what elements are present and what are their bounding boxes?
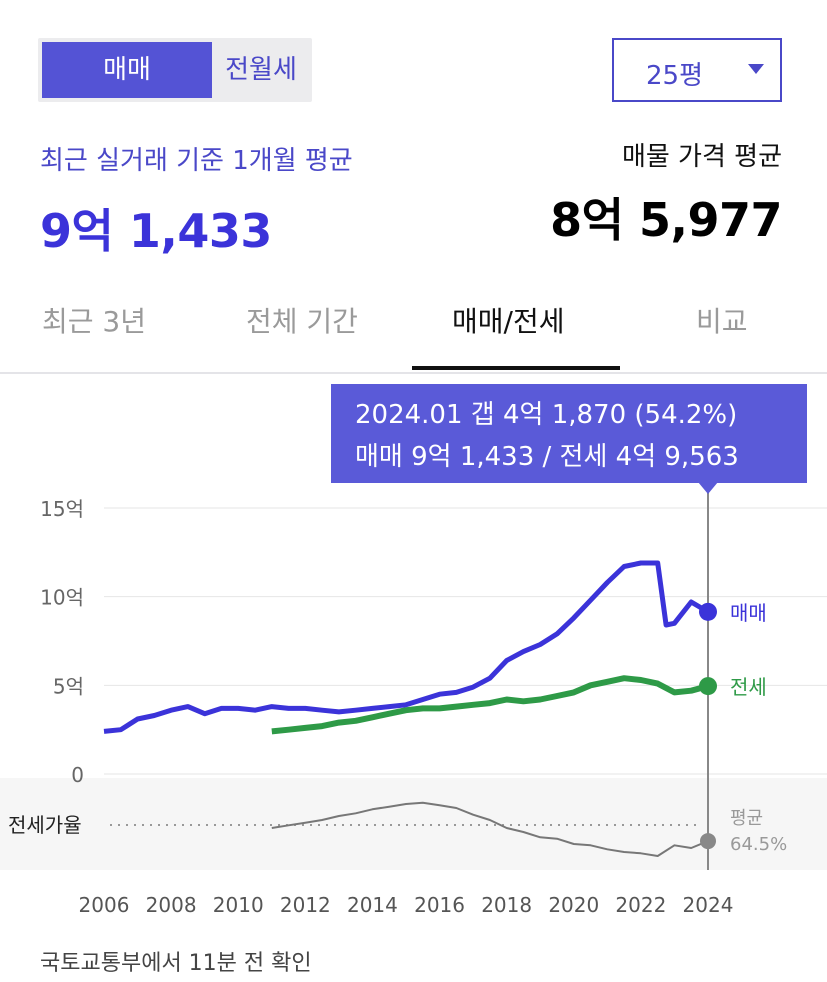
chart-tooltip: 2024.01 갭 4억 1,870 (54.2%) 매매 9억 1,433 /…: [331, 384, 807, 483]
active-tab-indicator: [412, 366, 620, 370]
jeonse-end-marker: [699, 677, 717, 696]
x-tick-label: 2018: [481, 893, 532, 917]
x-tick-label: 2016: [414, 893, 465, 917]
source-note: 국토교통부에서 11분 전 확인: [40, 951, 312, 976]
tab-recent-3-years[interactable]: 최근 3년: [42, 305, 146, 338]
y-tick-label: 10억: [40, 586, 84, 610]
recent-average-label: 최근 실거래 기준 1개월 평균: [40, 146, 353, 176]
sale-end-marker: [699, 602, 717, 621]
x-tick-label: 2006: [79, 893, 130, 917]
series-line-jeonse: [271, 675, 709, 735]
ratio-end-marker: [700, 833, 716, 850]
listing-average-value: 8억 5,977: [550, 193, 782, 247]
caret-down-icon: [748, 64, 764, 74]
tab-compare[interactable]: 비교: [696, 305, 748, 338]
y-tick-label: 15억: [40, 497, 84, 521]
x-tick-label: 2012: [280, 893, 331, 917]
x-tick-label: 2014: [347, 893, 398, 917]
x-tick-label: 2008: [146, 893, 197, 917]
tab-sale-jeonse[interactable]: 매매/전세: [452, 305, 565, 338]
ratio-axis-label: 전세가율: [8, 813, 82, 837]
y-tick-label: 0: [71, 763, 84, 787]
series-label-jeonse: 전세: [730, 675, 767, 699]
y-tick-label: 5억: [53, 674, 84, 698]
listing-average-label: 매물 가격 평균: [621, 142, 782, 172]
ratio-average-label: 평균: [730, 808, 763, 829]
sale-toggle-button[interactable]: 매매: [42, 42, 212, 98]
rent-toggle-button[interactable]: 전월세: [225, 55, 297, 85]
recent-average-value: 9억 1,433: [40, 204, 272, 258]
tab-all-period[interactable]: 전체 기간: [246, 305, 358, 338]
tooltip-gap-line: 2024.01 갭 4억 1,870 (54.2%): [355, 400, 738, 430]
trade-type-toggle: 매매 전월세: [38, 38, 312, 102]
ratio-panel-background: [0, 778, 827, 870]
x-tick-label: 2020: [548, 893, 599, 917]
ratio-average-value: 64.5%: [730, 834, 787, 855]
x-tick-label: 2022: [615, 893, 666, 917]
series-line-jeonse-ratio: [271, 801, 709, 857]
size-dropdown-value: 25평: [646, 61, 704, 91]
period-tabs: 최근 3년 전체 기간 매매/전세 비교: [0, 280, 827, 374]
x-tick-label: 2024: [683, 893, 734, 917]
size-dropdown[interactable]: 25평: [612, 38, 782, 102]
tooltip-pointer: [698, 482, 718, 494]
x-tick-label: 2010: [213, 893, 264, 917]
series-line-sale: [103, 560, 710, 734]
series-label-sale: 매매: [730, 601, 767, 625]
tooltip-price-line: 매매 9억 1,433 / 전세 4억 9,563: [355, 442, 739, 472]
